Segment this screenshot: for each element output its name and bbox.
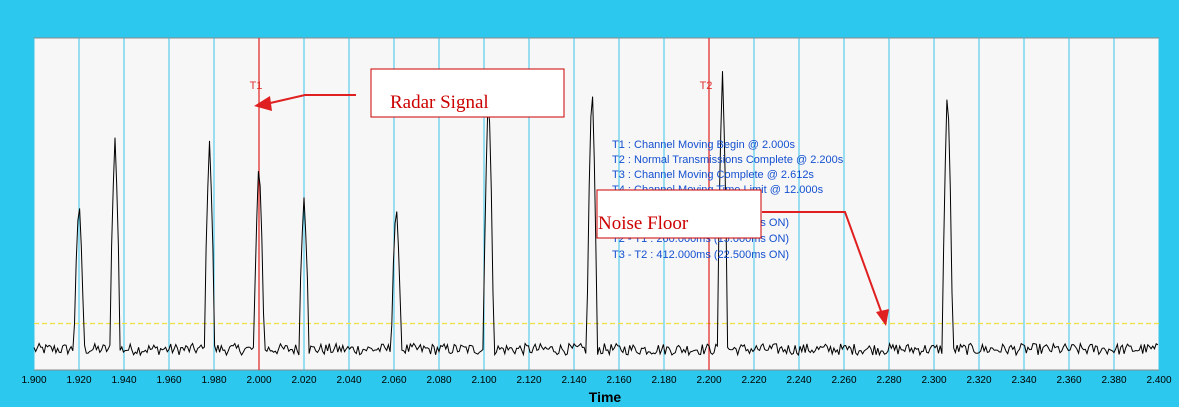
x-tick-label: 2.360 xyxy=(1056,375,1081,386)
x-tick-label: 2.060 xyxy=(381,375,406,386)
radar-signal-arrow xyxy=(265,94,356,105)
x-tick-label: 2.320 xyxy=(966,375,991,386)
x-tick-label: 1.960 xyxy=(156,375,181,386)
x-tick-label: 2.080 xyxy=(426,375,451,386)
x-tick-label: 1.900 xyxy=(21,375,46,386)
x-tick-label: 2.180 xyxy=(651,375,676,386)
noise-floor-label: Noise Floor xyxy=(598,213,689,234)
x-tick-label: 2.380 xyxy=(1101,375,1126,386)
x-tick-label: 2.140 xyxy=(561,375,586,386)
x-tick-label: 2.000 xyxy=(246,375,271,386)
info-line-t1: T1 : Channel Moving Begin @ 2.000s xyxy=(612,139,795,151)
x-axis-title: Time xyxy=(589,389,622,405)
x-tick-label: 1.980 xyxy=(201,375,226,386)
x-tick-label: 2.340 xyxy=(1011,375,1036,386)
noise-floor-box xyxy=(596,189,762,239)
info-line-t3-t2: T3 - T2 : 412.000ms (22.500ms ON) xyxy=(612,249,789,261)
radar-signal-label: Radar Signal xyxy=(390,92,489,113)
x-tick-label: 2.220 xyxy=(741,375,766,386)
radar-signal-arrowhead xyxy=(254,96,272,111)
x-tick-label: 1.940 xyxy=(111,375,136,386)
x-tick-label: 2.240 xyxy=(786,375,811,386)
x-tick-label: 2.300 xyxy=(921,375,946,386)
noise-floor-callout: Noise Floor xyxy=(596,189,889,326)
x-tick-label: 2.040 xyxy=(336,375,361,386)
info-line-t2: T2 : Normal Transmissions Complete @ 2.2… xyxy=(612,154,844,166)
x-tick-label: 1.920 xyxy=(66,375,91,386)
x-axis-ticks: 1.900 1.920 1.940 1.960 1.980 2.000 2.020 2.040… xyxy=(21,375,1171,386)
x-tick-label: 2.280 xyxy=(876,375,901,386)
signal-series-line xyxy=(33,71,1159,357)
info-line-t3: T3 : Channel Moving Complete @ 2.612s xyxy=(612,169,814,181)
noise-floor-arrowhead xyxy=(876,309,889,326)
x-tick-label: 2.020 xyxy=(291,375,316,386)
marker-label-t2: T2 xyxy=(700,80,713,92)
x-tick-label: 2.260 xyxy=(831,375,856,386)
radar-signal-box xyxy=(370,68,565,118)
x-tick-label: 2.200 xyxy=(696,375,721,386)
noise-floor-arrow xyxy=(762,211,883,315)
x-tick-label: 2.400 xyxy=(1146,375,1171,386)
marker-label-t1: T1 xyxy=(250,80,263,92)
radar-signal-callout: Radar Signal xyxy=(254,68,565,118)
x-tick-label: 2.120 xyxy=(516,375,541,386)
x-tick-label: 2.100 xyxy=(471,375,496,386)
x-tick-label: 2.160 xyxy=(606,375,631,386)
